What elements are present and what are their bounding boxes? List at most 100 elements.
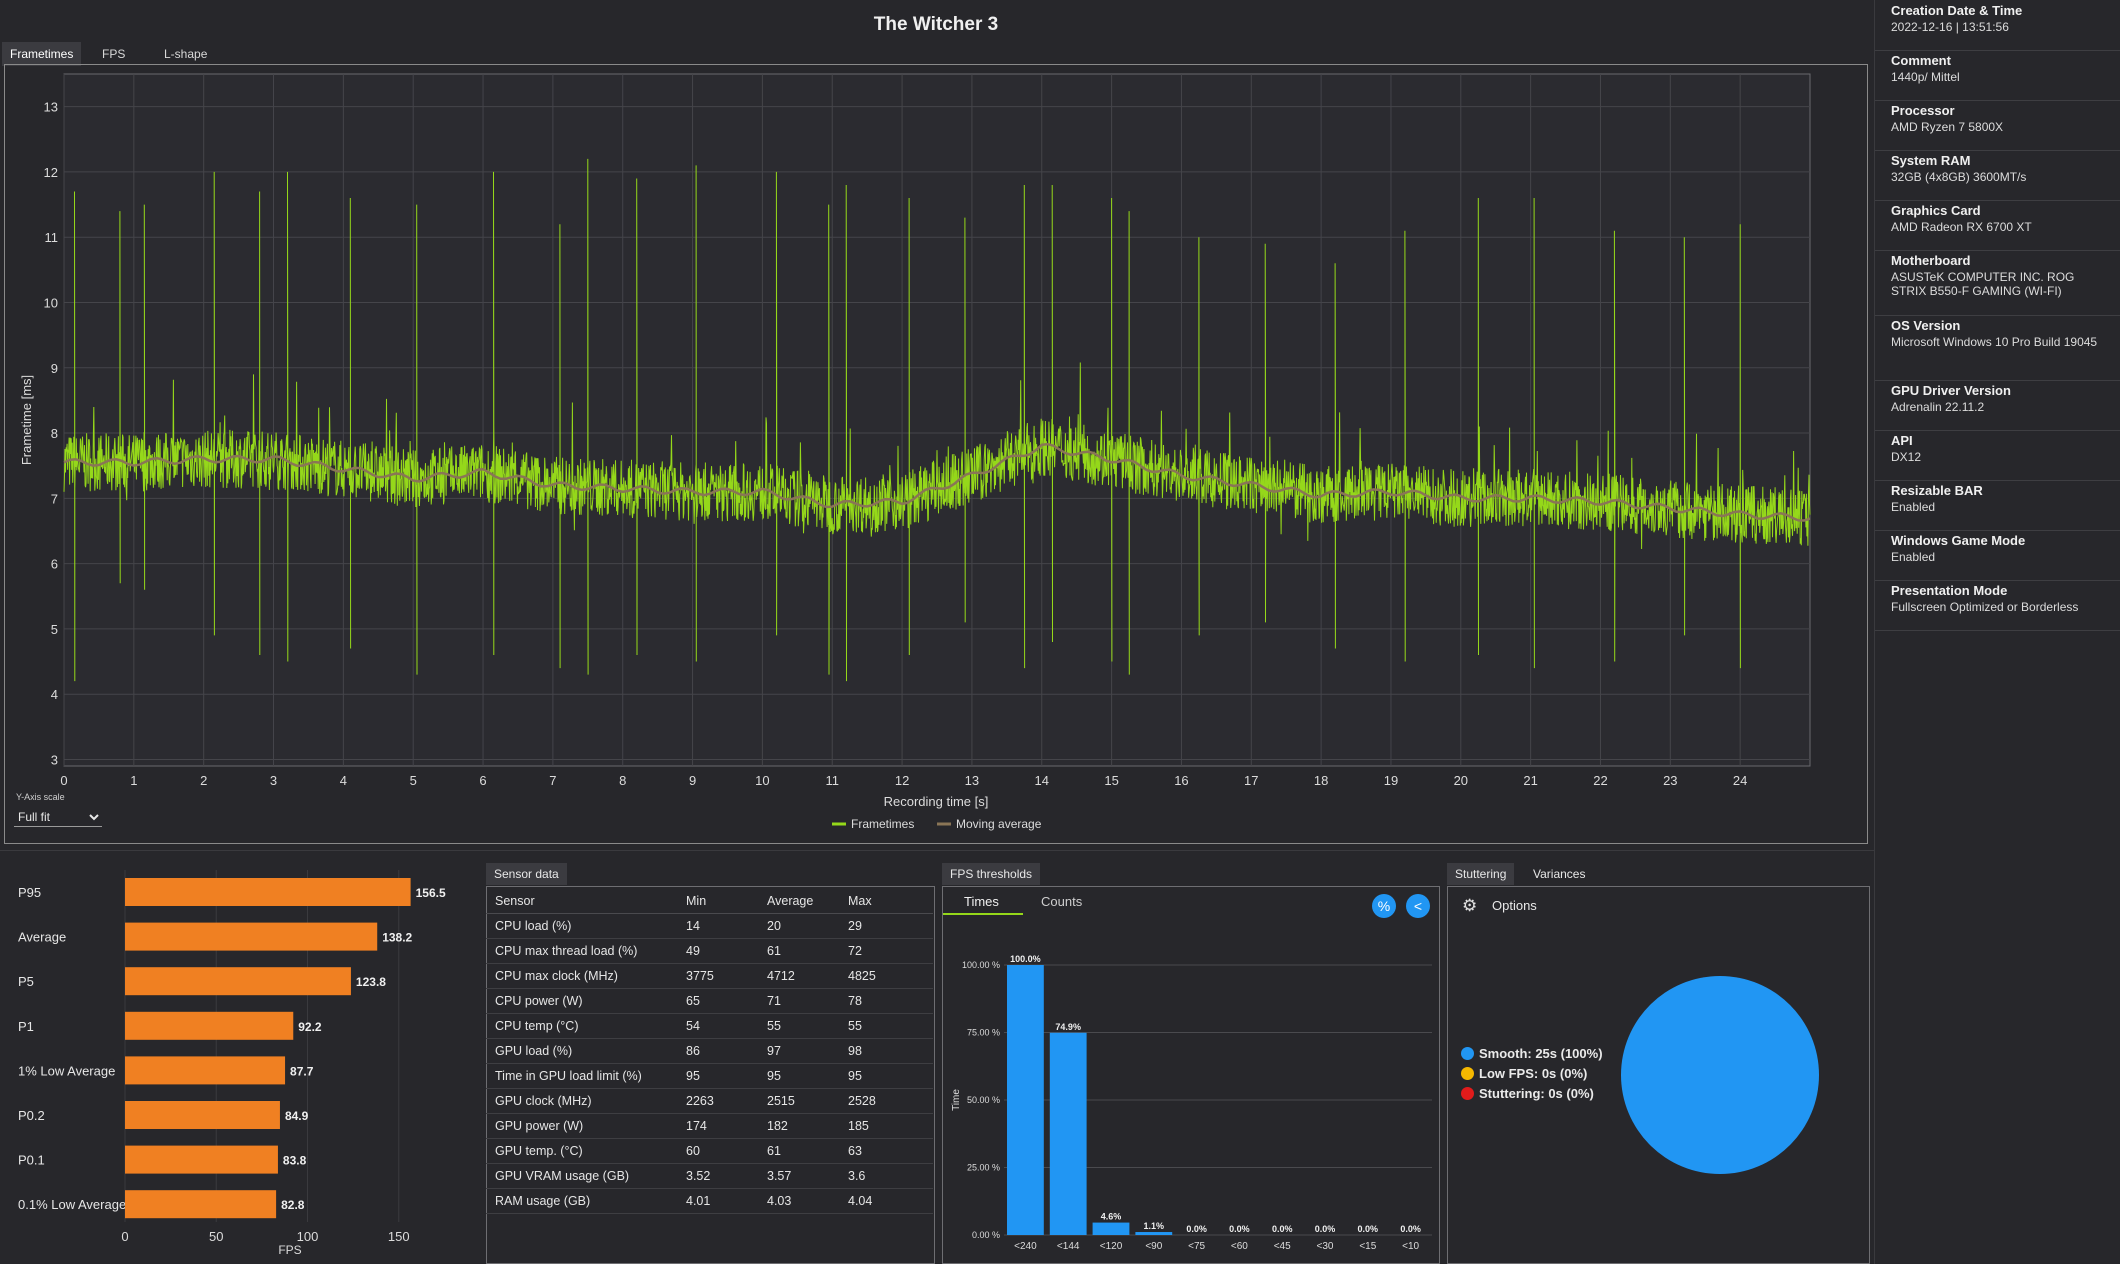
y-tick-label: 3 [51, 752, 58, 767]
legend-smooth: Smooth: 25s (100%) [1461, 1046, 1603, 1061]
x-tick-label: <45 [1274, 1241, 1291, 1252]
x-tick-label: <90 [1145, 1241, 1162, 1252]
pie-slice-smooth [1621, 976, 1819, 1174]
bar [125, 1056, 286, 1085]
category-label: 1% Low Average [18, 1063, 115, 1078]
info-value: Adrenalin 22.11.2 [1891, 400, 1985, 414]
table-cell: 55 [758, 1013, 839, 1039]
bar [1049, 1032, 1087, 1235]
tab-stuttering[interactable]: Stuttering [1447, 863, 1515, 885]
info-value: 1440p/ Mittel [1891, 70, 1960, 84]
info-label: API [1891, 433, 1913, 448]
y-tick-label: 5 [51, 622, 58, 637]
info-label: OS Version [1891, 318, 1961, 333]
table-row: CPU load (%) 14 20 29 [486, 913, 933, 939]
category-label: P1 [18, 1019, 34, 1034]
y-axis-scale-select[interactable]: Full fit [14, 807, 102, 827]
tab-fps-thresholds[interactable]: FPS thresholds [942, 863, 1041, 885]
table-cell: CPU temp (°C) [486, 1013, 677, 1039]
info-value: DX12 [1891, 450, 1922, 464]
table-cell: 174 [677, 1113, 758, 1139]
share-icon[interactable]: < [1406, 894, 1430, 918]
table-row: GPU load (%) 86 97 98 [486, 1038, 933, 1064]
info-item: System RAM 32GB (4x8GB) 3600MT/s [1875, 150, 2120, 201]
x-tick-label: 0 [121, 1229, 128, 1244]
sensor-column-header: Min [677, 889, 758, 914]
table-cell: CPU max thread load (%) [486, 938, 677, 964]
bar-value-label: 0.0% [1229, 1224, 1250, 1234]
table-cell: 55 [839, 1013, 933, 1039]
table-cell: 4.01 [677, 1188, 758, 1214]
percent-toggle-button[interactable]: % [1372, 894, 1396, 918]
y-tick-label: 8 [51, 426, 58, 441]
table-cell: GPU temp. (°C) [486, 1138, 677, 1164]
options-button[interactable]: Options [1492, 898, 1537, 913]
sensor-column-header: Average [758, 889, 839, 914]
x-tick-label: 18 [1314, 773, 1328, 788]
table-cell: 65 [677, 988, 758, 1014]
info-value: AMD Ryzen 7 5800X [1891, 120, 2004, 134]
x-tick-label: <15 [1359, 1241, 1376, 1252]
x-tick-label: 9 [689, 773, 696, 788]
tab-frametimes[interactable]: Frametimes [2, 42, 82, 66]
x-tick-label: <144 [1057, 1241, 1080, 1252]
legend-low-fps: Low FPS: 0s (0%) [1461, 1066, 1587, 1081]
frametimes-series [63, 158, 1811, 682]
subtab-counts[interactable]: Counts [1041, 894, 1083, 909]
y-tick-label: 100.00 % [962, 960, 1000, 970]
info-item: GPU Driver Version Adrenalin 22.11.2 [1875, 380, 2120, 431]
table-cell: GPU VRAM usage (GB) [486, 1163, 677, 1189]
table-cell: 4.04 [839, 1188, 933, 1214]
x-tick-label: 15 [1104, 773, 1118, 788]
tab-fps[interactable]: FPS [102, 47, 126, 61]
bar-value-label: 0.0% [1358, 1224, 1379, 1234]
table-cell: 2515 [758, 1088, 839, 1114]
bar [125, 878, 411, 906]
table-cell: 86 [677, 1038, 758, 1064]
table-cell: 3775 [677, 963, 758, 989]
y-tick-label: 13 [44, 100, 58, 115]
table-cell: 98 [839, 1038, 933, 1064]
x-tick-label: 0 [60, 773, 67, 788]
table-cell: CPU power (W) [486, 988, 677, 1014]
table-row: CPU max clock (MHz) 3775 4712 4825 [486, 963, 933, 989]
x-tick-label: 19 [1384, 773, 1398, 788]
table-cell: 182 [758, 1113, 839, 1139]
subtab-times-underline [943, 913, 1023, 915]
legend-moving-average: Moving average [956, 817, 1042, 831]
x-tick-label: <120 [1100, 1241, 1123, 1252]
table-cell: RAM usage (GB) [486, 1188, 677, 1214]
tab-l-shape[interactable]: L-shape [164, 47, 208, 61]
x-tick-label: 11 [825, 773, 839, 788]
bar [125, 967, 351, 996]
table-row: Time in GPU load limit (%) 95 95 95 [486, 1063, 933, 1089]
table-cell: 3.6 [839, 1163, 933, 1189]
table-row: RAM usage (GB) 4.01 4.03 4.04 [486, 1188, 933, 1214]
table-cell: 2528 [839, 1088, 933, 1114]
x-tick-label: 10 [755, 773, 769, 788]
subtab-times[interactable]: Times [964, 894, 999, 909]
y-tick-label: 75.00 % [967, 1028, 1000, 1038]
x-tick-label: 5 [410, 773, 417, 788]
bar-value-label: 84.9 [285, 1109, 309, 1123]
fps-thresholds-chart: 0.00 % 25.00 % 50.00 % 75.00 % 100.00 % Time 1… [951, 954, 1432, 1252]
y-tick-label: 9 [51, 361, 58, 376]
sensor-column-header: Sensor [486, 889, 677, 914]
page-title: The Witcher 3 [873, 14, 999, 35]
table-cell: 71 [758, 988, 839, 1014]
tab-variances[interactable]: Variances [1533, 867, 1586, 881]
table-cell: 185 [839, 1113, 933, 1139]
bar-value-label: 138.2 [382, 931, 412, 945]
table-row: GPU VRAM usage (GB) 3.52 3.57 3.6 [486, 1163, 933, 1189]
bar-value-label: 87.7 [290, 1064, 314, 1078]
info-value: Enabled [1891, 500, 1936, 514]
info-label: Presentation Mode [1891, 583, 2008, 598]
y-tick-label: 25.00 % [967, 1163, 1000, 1173]
gear-icon[interactable]: ⚙ [1462, 896, 1478, 915]
y-tick-label: 10 [44, 295, 58, 310]
x-axis-label: Recording time [s] [884, 794, 989, 809]
tab-sensor-data[interactable]: Sensor data [486, 863, 567, 885]
bar-value-label: 92.2 [298, 1020, 322, 1034]
table-cell: CPU max clock (MHz) [486, 963, 677, 989]
